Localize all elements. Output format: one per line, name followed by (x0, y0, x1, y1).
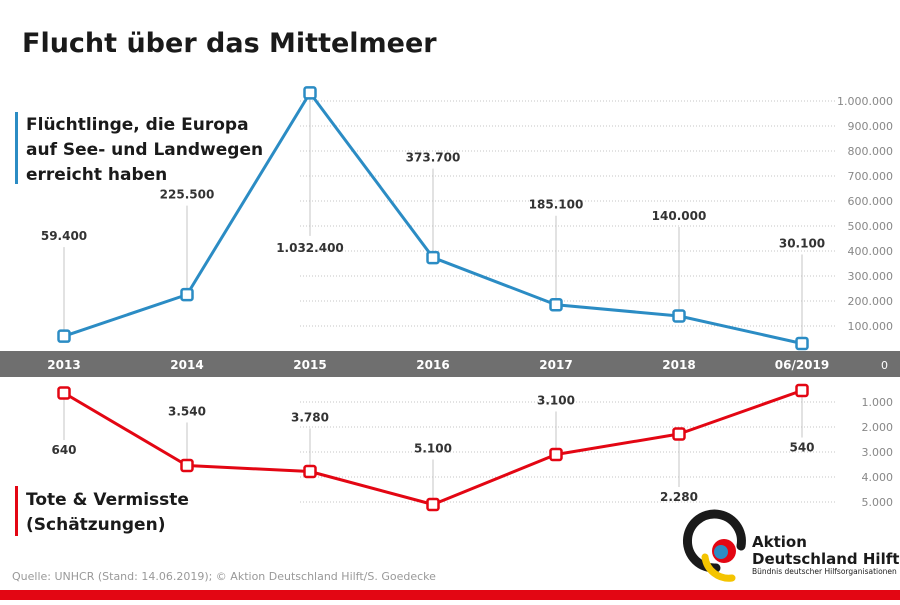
deaths-point (57, 386, 71, 400)
bottom-tick-label: 5.000 (862, 496, 894, 509)
top-tick-label: 500.000 (848, 220, 894, 233)
deaths-legend-line-2: (Schätzungen) (26, 515, 165, 535)
chart-title: Flucht über das Mittelmeer (22, 28, 437, 59)
refugee-point (426, 250, 440, 265)
refugee-point (549, 297, 563, 312)
deaths-point (549, 447, 563, 462)
deaths-data-label: 640 (51, 443, 76, 457)
bottom-tick-label: 4.000 (862, 471, 894, 484)
refugee-point (57, 329, 71, 343)
deaths-data-label: 5.100 (414, 442, 452, 456)
top-tick-label: 100.000 (848, 320, 894, 333)
refugee-point (180, 287, 194, 302)
refugee-data-label: 140.000 (652, 209, 707, 223)
year-label: 06/2019 (775, 358, 829, 372)
logo-line-2: Deutschland Hilft (752, 550, 899, 568)
year-label: 2014 (170, 358, 203, 372)
deaths-data-label: 540 (789, 441, 814, 455)
refugee-legend-line-1: Flüchtlinge, die Europa (26, 115, 249, 135)
refugee-series (57, 86, 809, 351)
top-tick-label: 1.000.000 (837, 95, 893, 108)
deaths-data-label: 3.780 (291, 411, 329, 425)
deaths-point (672, 427, 686, 441)
top-tick-label: 300.000 (848, 270, 894, 283)
bottom-tick-label: 1.000 (862, 396, 894, 409)
top-tick-label: 600.000 (848, 195, 894, 208)
deaths-legend-line-1: Tote & Vermisste (26, 490, 189, 510)
year-label: 2015 (293, 358, 326, 372)
refugee-data-label: 185.100 (529, 198, 584, 212)
logo: Aktion Deutschland Hilft Bündnis deutsch… (682, 509, 899, 582)
refugee-legend-marker (15, 112, 18, 184)
bottom-tick-label: 3.000 (862, 446, 894, 459)
logo-tagline: Bündnis deutscher Hilfsorganisationen (752, 567, 897, 576)
deaths-data-label: 3.540 (168, 405, 206, 419)
refugee-data-label: 30.100 (779, 236, 825, 250)
deaths-point (180, 458, 194, 473)
deaths-series (57, 383, 809, 512)
year-label: 2018 (662, 358, 695, 372)
refugee-data-label: 373.700 (406, 151, 461, 165)
year-label: 2017 (539, 358, 572, 372)
year-axis-labels: 2013 2014 2015 2016 2017 2018 06/2019 (47, 358, 829, 372)
year-label: 2013 (47, 358, 80, 372)
deaths-label-leaders: 640 3.540 3.780 5.100 3.100 2.280 540 (51, 394, 814, 505)
top-tick-label: 400.000 (848, 245, 894, 258)
refugee-data-label: 225.500 (160, 188, 215, 202)
refugee-label-leaders: 59.400 225.500 1.032.400 373.700 185.100 140.… (41, 98, 825, 338)
source-note: Quelle: UNHCR (Stand: 14.06.2019); © Akt… (12, 570, 436, 583)
refugee-point (303, 86, 317, 100)
bottom-brand-bar (0, 590, 900, 600)
logo-line-1: Aktion (752, 533, 807, 551)
top-axis-gridlines: 100.000 200.000 300.000 400.000 500.000 600.0… (300, 95, 893, 333)
logo-icon (682, 509, 746, 582)
bottom-tick-label: 2.000 (862, 421, 894, 434)
top-tick-label: 700.000 (848, 170, 894, 183)
deaths-point (795, 383, 809, 398)
zero-tick-label: 0 (881, 359, 888, 372)
refugee-point (672, 309, 686, 323)
bottom-axis-gridlines: 1.000 2.000 3.000 4.000 5.000 (300, 396, 893, 509)
deaths-legend: Tote & Vermisste (Schätzungen) (26, 490, 195, 535)
deaths-legend-marker (15, 486, 18, 536)
refugee-legend-line-3: erreicht haben (26, 165, 167, 185)
top-tick-label: 900.000 (848, 120, 894, 133)
refugee-point (795, 336, 809, 351)
top-tick-label: 800.000 (848, 145, 894, 158)
deaths-point (303, 464, 317, 479)
refugee-data-label: 59.400 (41, 229, 87, 243)
top-tick-label: 200.000 (848, 295, 894, 308)
deaths-data-label: 3.100 (537, 394, 575, 408)
year-label: 2016 (416, 358, 449, 372)
refugee-legend: Flüchtlinge, die Europa auf See- und Lan… (26, 115, 269, 185)
deaths-data-label: 2.280 (660, 490, 698, 504)
refugee-data-label: 1.032.400 (276, 241, 344, 255)
deaths-point (426, 497, 440, 512)
year-axis-band (0, 351, 900, 377)
refugee-legend-line-2: auf See- und Landwegen (26, 140, 263, 160)
